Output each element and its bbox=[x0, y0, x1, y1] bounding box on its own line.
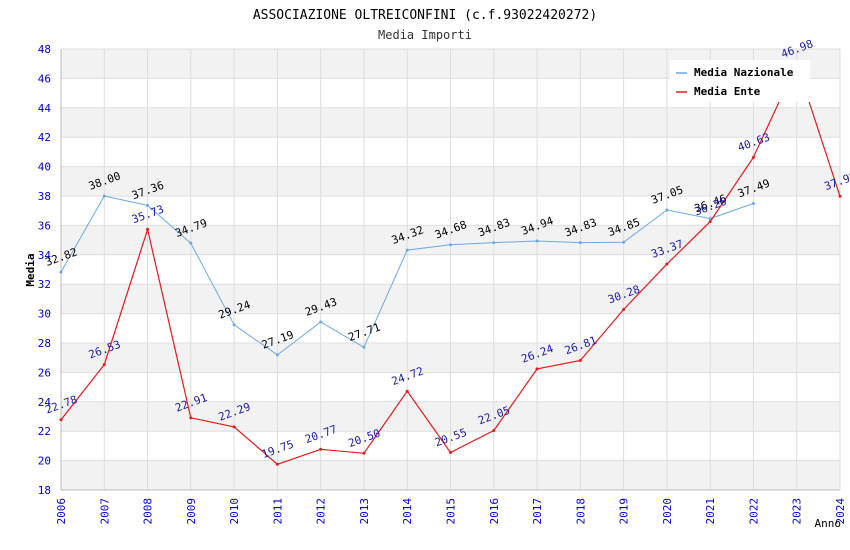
y-tick-label: 48 bbox=[38, 43, 51, 56]
data-point bbox=[708, 217, 712, 221]
y-tick-label: 26 bbox=[38, 366, 51, 379]
data-point bbox=[492, 428, 496, 432]
data-point bbox=[578, 241, 582, 245]
data-point bbox=[146, 227, 150, 231]
x-tick-label: 2018 bbox=[574, 498, 587, 525]
x-tick-label: 2024 bbox=[834, 498, 847, 525]
data-point bbox=[146, 203, 150, 207]
data-point bbox=[319, 447, 323, 451]
x-tick-label: 2015 bbox=[445, 498, 458, 525]
data-point bbox=[535, 367, 539, 371]
data-point bbox=[751, 201, 755, 205]
y-tick-label: 24 bbox=[38, 396, 52, 409]
y-tick-label: 34 bbox=[38, 249, 52, 262]
y-tick-label: 30 bbox=[38, 308, 51, 321]
data-point bbox=[232, 425, 236, 429]
axes bbox=[60, 49, 840, 491]
data-point bbox=[59, 418, 63, 422]
x-tick-label: 2009 bbox=[185, 498, 198, 525]
y-tick-label: 22 bbox=[38, 425, 51, 438]
y-tick-labels: 18 20 22 24 26 28 30 32 34 36 38 40 42 44 46 48 bbox=[38, 43, 52, 497]
x-tick-label: 2016 bbox=[488, 498, 501, 525]
data-point bbox=[59, 270, 63, 274]
data-point bbox=[665, 208, 669, 212]
x-tick-label: 2008 bbox=[142, 498, 155, 525]
data-point bbox=[492, 241, 496, 245]
x-axis-label: Anno bbox=[815, 517, 842, 530]
x-tick-label: 2020 bbox=[661, 498, 674, 525]
data-point bbox=[232, 323, 236, 327]
data-point bbox=[189, 241, 193, 245]
data-point bbox=[405, 248, 409, 252]
y-axis-label: Media bbox=[24, 253, 37, 286]
x-tick-label: 2022 bbox=[747, 498, 760, 525]
x-tick-label: 2021 bbox=[704, 498, 717, 525]
x-tick-label: 2006 bbox=[55, 498, 68, 525]
data-point bbox=[275, 462, 279, 466]
x-tick-label: 2012 bbox=[315, 498, 328, 525]
x-tick-label: 2017 bbox=[531, 498, 544, 525]
legend-box bbox=[670, 60, 810, 102]
y-tick-label: 40 bbox=[38, 161, 51, 174]
data-point bbox=[449, 451, 452, 455]
y-tick-label: 44 bbox=[38, 102, 52, 115]
x-tick-label: 2007 bbox=[98, 498, 111, 525]
x-tick-label: 2014 bbox=[401, 498, 414, 525]
data-point bbox=[102, 194, 106, 198]
data-point bbox=[362, 451, 366, 455]
series-lines bbox=[59, 62, 842, 466]
data-point bbox=[665, 262, 669, 266]
x-tick-label: 2023 bbox=[791, 498, 804, 525]
y-tick-label: 38 bbox=[38, 190, 51, 203]
data-point bbox=[838, 194, 842, 198]
x-tick-labels: 2006 2007 2008 2009 2010 2011 2012 2013 2014 2015… bbox=[55, 498, 847, 525]
x-tick-label: 2010 bbox=[228, 498, 241, 525]
data-point bbox=[622, 240, 626, 244]
data-point bbox=[319, 320, 323, 324]
data-point bbox=[751, 155, 755, 159]
y-tick-label: 32 bbox=[38, 278, 51, 291]
data-point bbox=[189, 416, 193, 420]
data-point bbox=[102, 363, 106, 367]
data-point bbox=[535, 239, 539, 243]
legend-label-media-nazionale: Media Nazionale bbox=[694, 66, 794, 79]
data-point bbox=[449, 243, 452, 247]
y-tick-label: 42 bbox=[38, 131, 51, 144]
x-tick-label: 2013 bbox=[358, 498, 371, 525]
legend: Media Nazionale Media Ente bbox=[670, 60, 810, 102]
data-point bbox=[362, 345, 366, 349]
y-tick-label: 36 bbox=[38, 219, 51, 232]
y-tick-label: 20 bbox=[38, 455, 51, 468]
data-point bbox=[405, 389, 409, 393]
data-point bbox=[708, 220, 712, 224]
data-point bbox=[622, 307, 626, 311]
chart-title: ASSOCIAZIONE OLTREICONFINI (c.f.93022420… bbox=[253, 8, 597, 23]
y-tick-label: 18 bbox=[38, 484, 51, 497]
y-tick-label: 46 bbox=[38, 72, 51, 85]
x-tick-label: 2011 bbox=[271, 498, 284, 525]
data-point bbox=[275, 353, 279, 357]
data-point bbox=[578, 358, 582, 362]
chart-subtitle: Media Importi bbox=[378, 28, 472, 42]
y-tick-label: 28 bbox=[38, 337, 51, 350]
legend-label-media-ente: Media Ente bbox=[694, 85, 761, 98]
x-tick-label: 2019 bbox=[618, 498, 631, 525]
